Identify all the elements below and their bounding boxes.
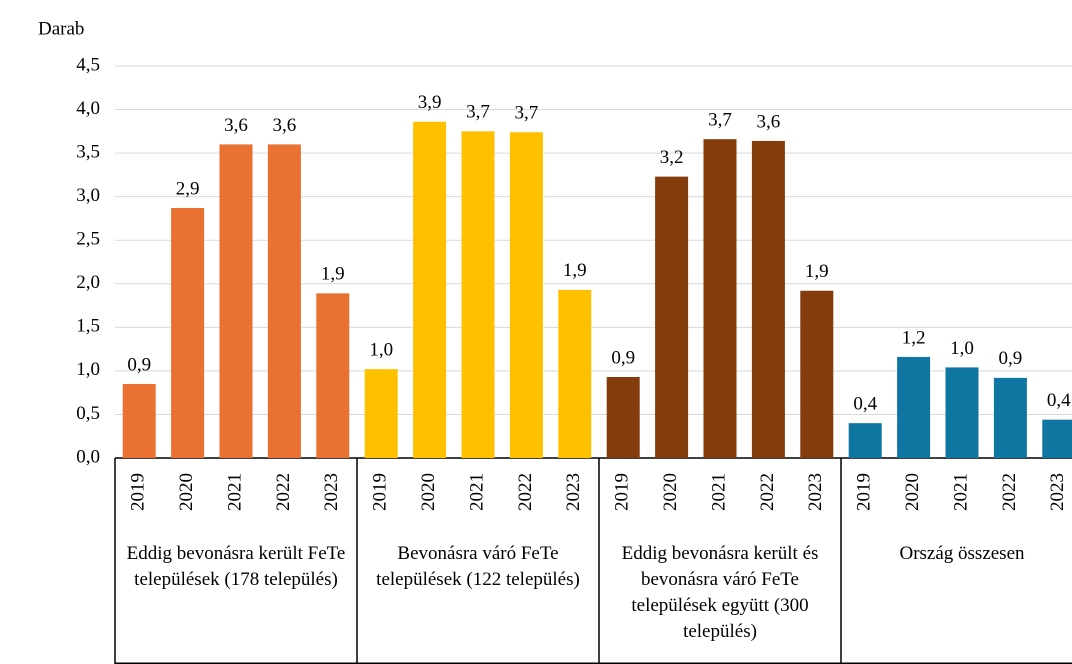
y-axis-label: Darab	[38, 18, 84, 39]
bar	[122, 383, 156, 458]
x-tick-label: 2023	[1047, 473, 1068, 511]
x-tick-label: 2020	[660, 473, 681, 511]
x-tick-label: 2022	[999, 473, 1020, 511]
data-label: 3,7	[466, 102, 490, 123]
x-tick-label: 2020	[902, 473, 923, 511]
x-tick-label: 2019	[128, 473, 149, 511]
group-label: Bevonásra váró FeTe települések (122 tel…	[376, 543, 580, 590]
bar	[316, 293, 350, 458]
y-tick-label: 4,0	[76, 98, 100, 119]
x-tick-label: 2022	[273, 473, 294, 511]
x-tick-label: 2020	[418, 473, 439, 511]
data-label: 1,0	[950, 338, 974, 359]
bar	[558, 289, 592, 458]
y-tick-label: 0,5	[76, 403, 100, 424]
data-label: 3,7	[708, 110, 732, 131]
x-tick-label: 2022	[515, 473, 536, 511]
bar	[655, 176, 689, 458]
data-label: 3,7	[515, 103, 539, 124]
y-tick-label: 0,0	[76, 446, 100, 467]
data-label: 3,9	[418, 92, 442, 113]
data-label: 0,4	[1047, 390, 1071, 411]
bar	[364, 369, 398, 458]
data-label: 1,9	[805, 261, 829, 282]
data-label: 2,9	[176, 178, 200, 199]
data-label: 0,9	[611, 347, 635, 368]
y-tick-label: 2,5	[76, 229, 100, 250]
x-tick-label: 2019	[370, 473, 391, 511]
y-tick-label: 1,5	[76, 316, 100, 337]
bar	[800, 290, 834, 458]
group-label: Eddig bevonásra került FeTe települések …	[126, 543, 346, 590]
bar	[1042, 419, 1072, 458]
x-tick-label: 2019	[612, 473, 633, 511]
bar	[606, 376, 640, 458]
bar	[267, 144, 301, 458]
bar	[897, 356, 931, 458]
data-label: 3,2	[660, 147, 684, 168]
y-tick-label: 3,0	[76, 185, 100, 206]
y-tick-label: 2,0	[76, 272, 100, 293]
data-label: 1,9	[563, 260, 587, 281]
x-tick-label: 2019	[854, 473, 875, 511]
bar	[945, 367, 979, 458]
data-label: 0,9	[999, 348, 1023, 369]
group-label: Eddig bevonásra került és bevonásra váró…	[621, 543, 819, 642]
data-label: 1,2	[902, 327, 926, 348]
data-label: 3,6	[273, 115, 297, 136]
x-tick-label: 2023	[563, 473, 584, 511]
data-label: 0,9	[127, 354, 151, 375]
bar	[509, 132, 543, 458]
bar	[848, 423, 882, 458]
bar	[751, 140, 785, 458]
x-tick-label: 2020	[176, 473, 197, 511]
x-tick-label: 2021	[224, 473, 245, 511]
data-label: 0,4	[853, 394, 877, 415]
data-label: 1,9	[321, 264, 345, 285]
y-tick-label: 1,0	[76, 359, 100, 380]
group-label: Ország összesen	[899, 543, 1025, 564]
x-tick-label: 2023	[805, 473, 826, 511]
data-label: 3,6	[757, 111, 781, 132]
x-tick-label: 2022	[757, 473, 778, 511]
bar	[993, 377, 1027, 458]
bar	[413, 121, 447, 459]
bar	[461, 131, 495, 459]
data-label: 3,6	[224, 115, 248, 136]
x-tick-label: 2023	[321, 473, 342, 511]
bar	[703, 139, 737, 458]
bar	[171, 207, 205, 458]
y-tick-label: 4,5	[76, 54, 100, 75]
bar	[219, 144, 253, 458]
x-tick-label: 2021	[950, 473, 971, 511]
data-label: 1,0	[369, 340, 393, 361]
x-tick-label: 2021	[466, 473, 487, 511]
y-tick-label: 3,5	[76, 141, 100, 162]
x-tick-label: 2021	[708, 473, 729, 511]
